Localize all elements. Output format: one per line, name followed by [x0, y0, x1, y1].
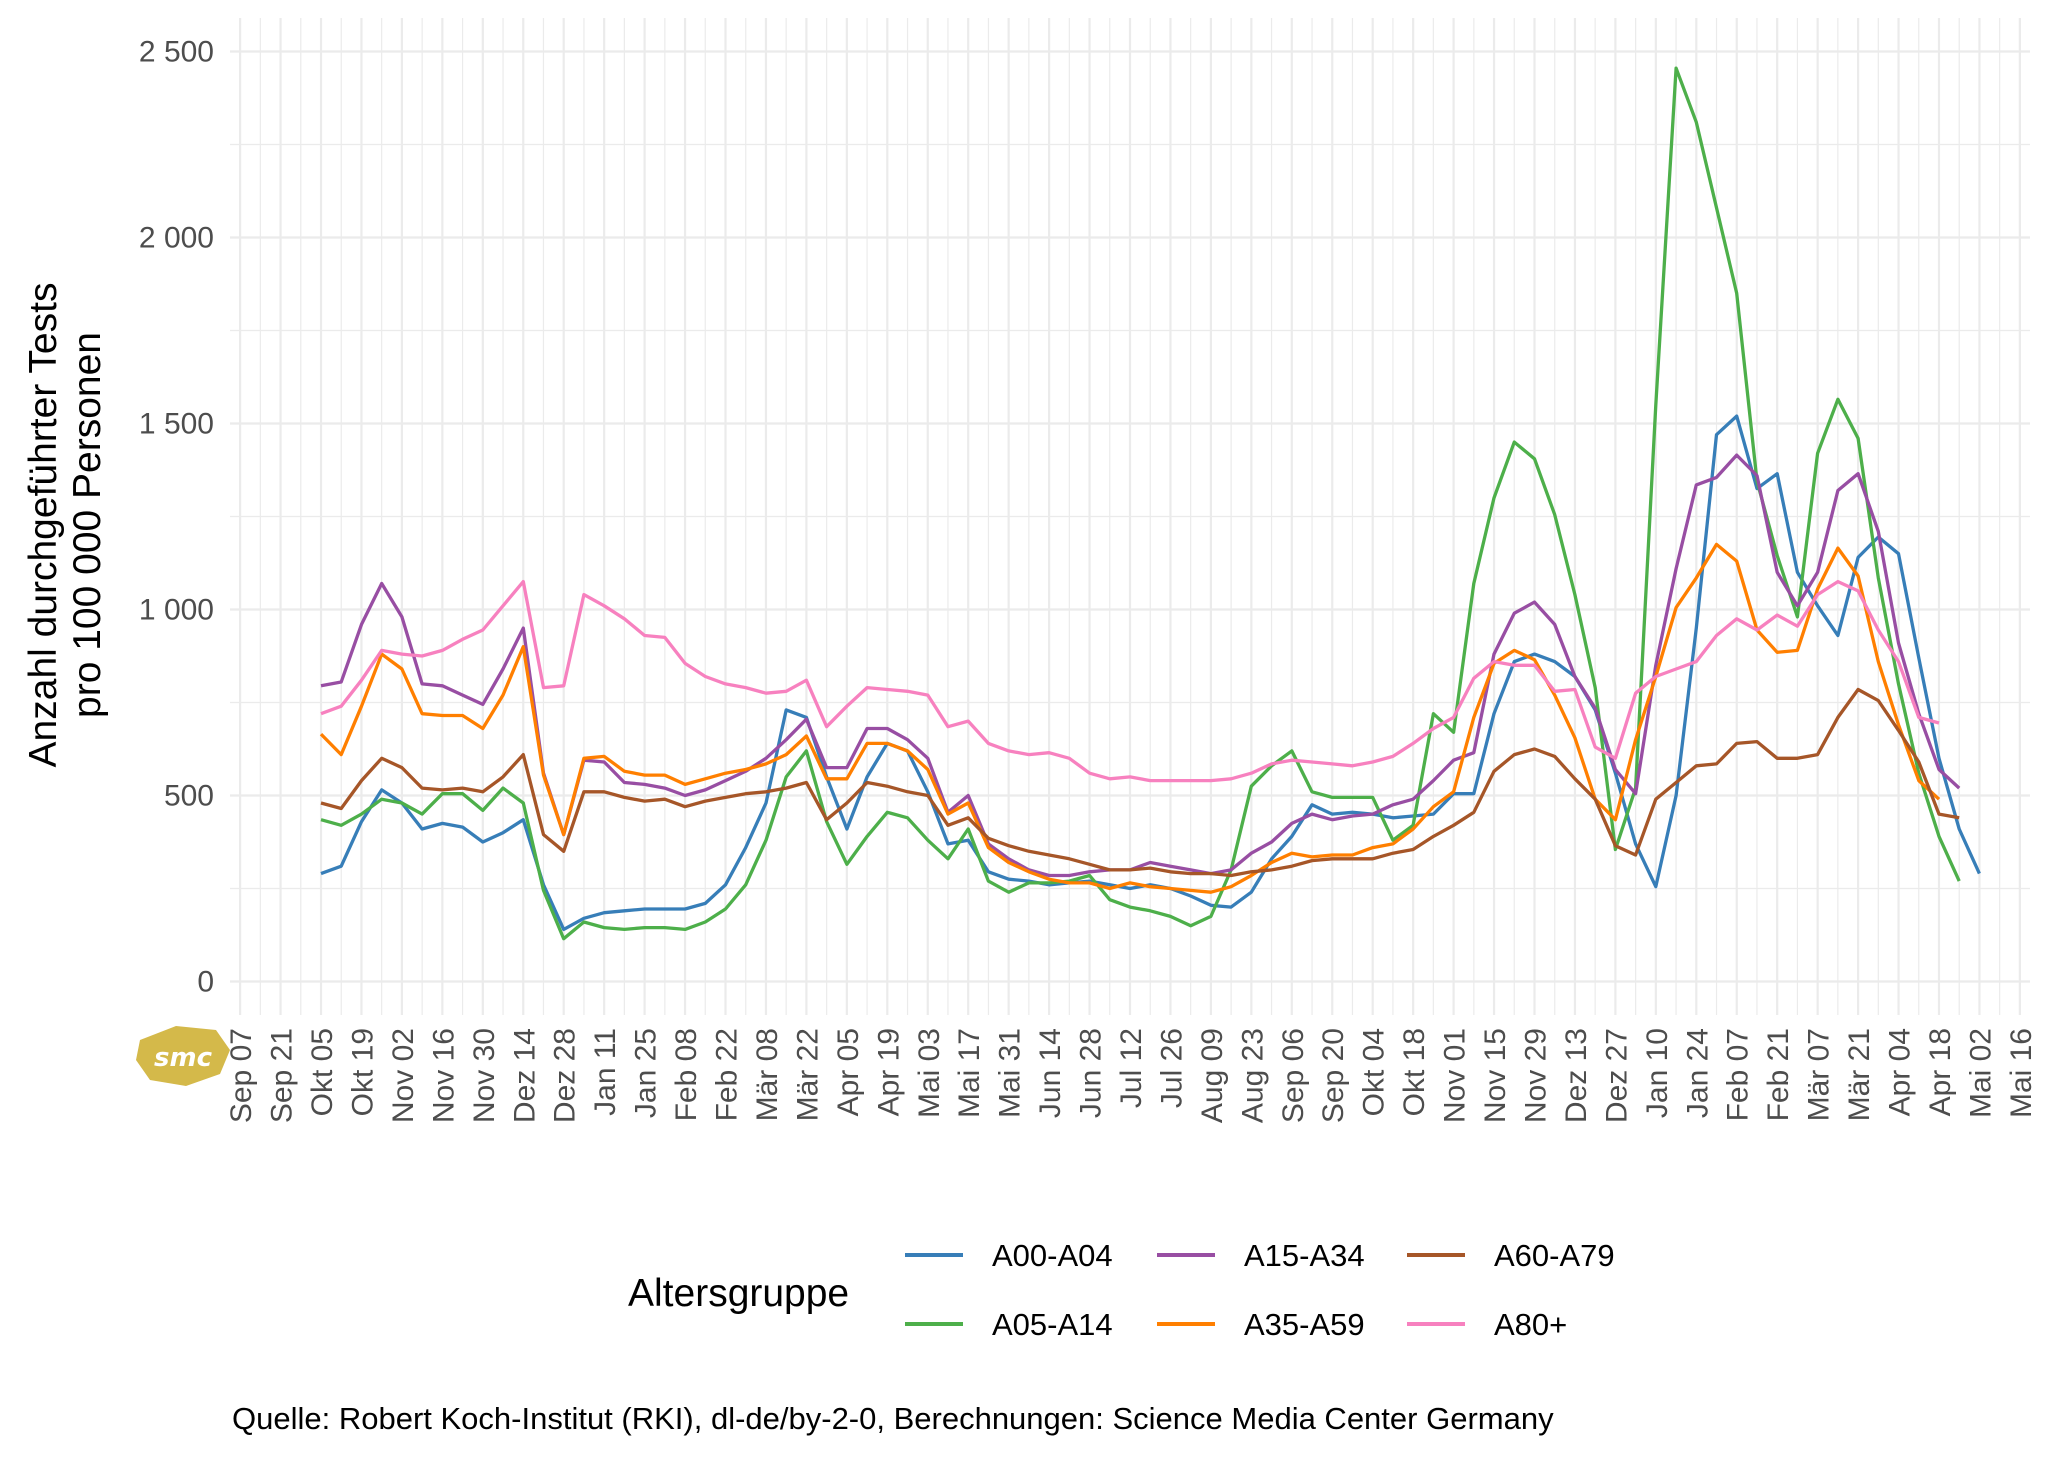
legend-label: A15-A34 [1244, 1238, 1365, 1273]
x-tick-label: Sep 06 [1277, 1028, 1310, 1123]
x-tick-label: Apr 05 [832, 1028, 865, 1116]
series-line-a15-a34 [320, 453, 1961, 878]
legend-label: A35-A59 [1244, 1307, 1365, 1342]
y-tick-label: 1 000 [139, 594, 214, 627]
legend-label: A80+ [1494, 1307, 1567, 1342]
series-line-a05-a14 [320, 66, 1961, 941]
x-tick-label: Jul 12 [1115, 1028, 1148, 1108]
legend-label: A00-A04 [992, 1238, 1113, 1273]
x-tick-label: Okt 04 [1358, 1028, 1391, 1116]
x-tick-label: Mai 02 [1964, 1028, 1997, 1118]
x-tick-label: Jul 26 [1155, 1028, 1188, 1108]
x-tick-label: Okt 18 [1398, 1028, 1431, 1116]
legend-item-a35-a59: A35-A59 [1157, 1307, 1365, 1342]
x-tick-label: Aug 23 [1236, 1028, 1269, 1123]
y-tick-label: 2 500 [139, 35, 214, 68]
legend-title: Altersgruppe [628, 1272, 849, 1315]
y-tick-label: 1 500 [139, 407, 214, 440]
smc-logo-shape [136, 1026, 230, 1086]
y-tick-label: 0 [197, 966, 214, 999]
y-axis-ticks: 0 500 1 000 1 500 2 000 2 500 [139, 35, 214, 998]
series-group [319, 66, 1981, 941]
y-tick-label: 2 000 [139, 221, 214, 254]
x-tick-label: Nov 01 [1439, 1028, 1472, 1123]
x-tick-label: Feb 07 [1722, 1028, 1755, 1121]
x-tick-label: Feb 08 [670, 1028, 703, 1121]
x-tick-label: Mai 03 [913, 1028, 946, 1118]
x-tick-label: Nov 30 [468, 1028, 501, 1123]
x-tick-label: Jan 10 [1641, 1028, 1674, 1118]
x-tick-label: Nov 02 [387, 1028, 420, 1123]
x-tick-label: Dez 27 [1600, 1028, 1633, 1123]
legend-item-a80+: A80+ [1407, 1307, 1567, 1342]
legend-label: A60-A79 [1494, 1238, 1615, 1273]
x-tick-label: Apr 19 [872, 1028, 905, 1116]
x-tick-label: Mär 08 [751, 1028, 784, 1121]
x-tick-label: Okt 05 [306, 1028, 339, 1116]
x-tick-label: Nov 29 [1519, 1028, 1552, 1123]
x-tick-label: Dez 14 [508, 1028, 541, 1123]
y-tick-label: 500 [164, 780, 214, 813]
x-tick-label: Sep 20 [1317, 1028, 1350, 1123]
legend-item-a60-a79: A60-A79 [1407, 1238, 1615, 1273]
x-tick-label: Jun 28 [1075, 1028, 1108, 1118]
x-tick-label: Jan 24 [1681, 1028, 1714, 1118]
legend-label: A05-A14 [992, 1307, 1113, 1342]
y-axis-label-line1: Anzahl durchgeführter Tests [22, 283, 65, 768]
x-tick-label: Apr 04 [1884, 1028, 1917, 1116]
x-tick-label: Sep 07 [225, 1028, 258, 1123]
x-tick-label: Mär 21 [1843, 1028, 1876, 1121]
x-tick-label: Feb 21 [1762, 1028, 1795, 1121]
x-tick-label: Mai 16 [2005, 1028, 2038, 1118]
smc-logo: smc [136, 1026, 230, 1086]
x-tick-label: Jun 14 [1034, 1028, 1067, 1118]
series-line-a80+ [320, 579, 1940, 783]
x-tick-label: Apr 18 [1924, 1028, 1957, 1116]
x-tick-label: Mai 17 [953, 1028, 986, 1118]
x-tick-label: Feb 22 [711, 1028, 744, 1121]
grid [230, 18, 2030, 1015]
legend-item-a15-a34: A15-A34 [1157, 1238, 1365, 1273]
x-tick-label: Dez 13 [1560, 1028, 1593, 1123]
x-tick-label: Mär 07 [1803, 1028, 1836, 1121]
series-line-a60-a79 [320, 687, 1960, 878]
x-tick-label: Jan 11 [589, 1028, 622, 1116]
x-tick-label: Mär 22 [791, 1028, 824, 1121]
x-tick-label: Mai 31 [994, 1028, 1027, 1118]
y-axis-label-line2: pro 100 000 Personen [66, 332, 109, 718]
x-tick-label: Nov 15 [1479, 1028, 1512, 1123]
legend-item-a05-a14: A05-A14 [905, 1307, 1113, 1342]
x-tick-label: Dez 28 [549, 1028, 582, 1123]
series-line-a35-a59 [319, 542, 1941, 894]
x-tick-label: Aug 09 [1196, 1028, 1229, 1123]
x-tick-label: Nov 16 [427, 1028, 460, 1123]
x-axis-ticks: Sep 07 Sep 21 Okt 05 Okt 19 Nov 02 Nov 16 Nov … [225, 1028, 2038, 1123]
x-tick-label: Okt 19 [346, 1028, 379, 1116]
smc-logo-text: smc [154, 1043, 213, 1073]
legend: Altersgruppe A00-A04 A15-A34 A60-A79 A05-A1… [628, 1238, 1615, 1342]
x-tick-label: Sep 21 [266, 1028, 299, 1123]
legend-item-a00-a04: A00-A04 [905, 1238, 1113, 1273]
caption: Quelle: Robert Koch-Institut (RKI), dl-d… [232, 1401, 1554, 1436]
x-tick-label: Jan 25 [630, 1028, 663, 1118]
